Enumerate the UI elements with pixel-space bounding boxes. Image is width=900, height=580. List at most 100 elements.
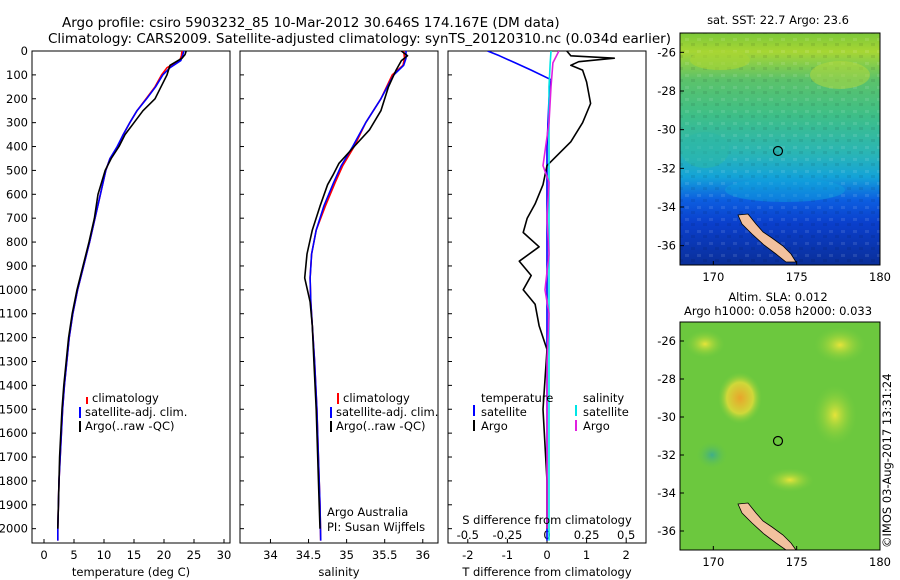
x-tick-label: 25 (187, 548, 202, 562)
sst-cool-patch (725, 178, 845, 202)
lon-tick-label: 170 (702, 555, 724, 569)
temperature-xlabel: temperature (deg C) (72, 565, 190, 579)
depth-tick-label: 700 (6, 211, 28, 225)
temperature-x-ticks: 0 5 10 15 20 25 30 (40, 539, 231, 562)
salinity-legend: climatology satellite-adj. clim. Argo(..… (327, 391, 438, 534)
x-tick-label: 34 (263, 548, 278, 562)
depth-tick-label: 1000 (0, 283, 28, 297)
sla-high-anomaly (685, 330, 725, 358)
lat-tick-label: -30 (657, 410, 676, 424)
sla-map: 170 175 180 -26 -28 -30 -32 -34 -36 (657, 321, 891, 569)
sst-map-frame (679, 32, 881, 266)
lat-tick-label: -28 (657, 84, 676, 98)
lat-tick-label: -36 (657, 524, 676, 538)
x-tick-label: 2 (623, 548, 630, 562)
x-tick-label: -2 (462, 548, 473, 562)
salinity-series (303, 51, 409, 541)
lon-tick-label: 175 (786, 555, 808, 569)
series-line-argo-raw-qc (57, 51, 187, 529)
sla-high-anomaly (814, 327, 866, 363)
x-tick-label: -1 (502, 548, 513, 562)
x-tick-label: 30 (217, 548, 232, 562)
t-difference-xlabel: T difference from climatology (461, 565, 632, 579)
series-line-satellite-adj-clim (56, 51, 185, 541)
annotation-pi: PI: Susan Wijffels (327, 520, 425, 534)
lon-tick-label: 170 (702, 270, 724, 284)
x-tick-label: 35.5 (372, 548, 398, 562)
sla-map-frame (679, 321, 881, 551)
t-difference-x-ticks: -2 -1 0 1 2 (462, 539, 630, 562)
annotation-argo-australia: Argo Australia (327, 505, 408, 519)
x-tick-label: 20 (157, 548, 172, 562)
series-line-salinity-argo (542, 51, 560, 529)
depth-tick-label: 1900 (0, 498, 28, 512)
depth-tick-label: 1300 (0, 354, 28, 368)
depth-tick-label: 800 (6, 235, 28, 249)
x-tick-label: 5 (70, 548, 77, 562)
difference-series (487, 51, 616, 541)
lon-tick-label: 180 (869, 270, 891, 284)
depth-tick-label: 1800 (0, 474, 28, 488)
legend-label-satellite: satellite-adj. clim. (85, 405, 187, 419)
new-zealand-land (737, 213, 797, 263)
sst-map-title: sat. SST: 22.7 Argo: 23.6 (707, 13, 849, 27)
depth-tick-label: 600 (6, 187, 28, 201)
legend-header-temperature: temperature (481, 391, 553, 405)
x-tick-label: 34.5 (296, 548, 322, 562)
legend-label-climatology: climatology (92, 391, 159, 405)
depth-tick-label: 1500 (0, 402, 28, 416)
x-tick-label: 0 (40, 548, 47, 562)
s-diff-tick-label: -0.25 (493, 528, 523, 542)
legend-label-t-satellite: satellite (481, 405, 527, 419)
legend-label-satellite: satellite-adj. clim. (336, 405, 438, 419)
lat-tick-label: -32 (657, 161, 676, 175)
series-line-temperature-argo (518, 51, 616, 529)
depth-tick-label: 900 (6, 259, 28, 273)
difference-legend: temperature salinity satellite Argo sate… (473, 391, 629, 433)
salinity-xlabel: salinity (318, 565, 359, 579)
depth-tick-label: 1700 (0, 450, 28, 464)
salinity-axes-frame (239, 50, 439, 544)
new-zealand-land (737, 502, 797, 551)
depth-tick-label: 1600 (0, 426, 28, 440)
temperature-series (56, 51, 187, 541)
argo-float-marker (772, 435, 784, 447)
depth-tick-label: 300 (6, 116, 28, 130)
series-line-climatology (309, 51, 406, 541)
legend-label-climatology: climatology (343, 391, 410, 405)
x-tick-label: 35 (339, 548, 354, 562)
sla-map-ticks: 170 175 180 -26 -28 -30 -32 -34 -36 (657, 334, 891, 569)
series-line-argo-raw-qc (303, 51, 409, 529)
argo-float-marker (772, 145, 784, 157)
sla-high-anomaly (718, 372, 762, 424)
figure-title-line2: Climatology: CARS2009. Satellite-adjuste… (48, 31, 671, 47)
s-difference-x-ticks: -0.5 -0.25 0 0.25 0.5 (457, 528, 636, 542)
depth-tick-label: 100 (6, 68, 28, 82)
s-diff-tick-label: -0.5 (457, 528, 479, 542)
legend-label-argo: Argo(..raw -QC) (336, 419, 426, 433)
depth-tick-label: 1400 (0, 378, 28, 392)
legend-label-s-satellite: satellite (583, 405, 629, 419)
series-line-temperature-satellite (487, 51, 552, 541)
sla-map-title-line2: Argo h1000: 0.058 h2000: 0.033 (684, 304, 872, 318)
lat-tick-label: -26 (657, 45, 676, 59)
legend-label-s-argo: Argo (583, 419, 610, 433)
depth-axis-ticks: 0 100 200 300 400 500 600 700 800 900 1000 1100 1200… (0, 44, 452, 536)
depth-tick-label: 1100 (0, 307, 28, 321)
x-tick-label: 1 (583, 548, 590, 562)
lat-tick-label: -26 (657, 334, 676, 348)
sla-high-anomaly (766, 468, 814, 492)
lat-tick-label: -36 (657, 239, 676, 253)
lat-tick-label: -32 (657, 448, 676, 462)
series-line-satellite-adj-clim (309, 51, 407, 541)
x-tick-label: 0 (543, 548, 550, 562)
depth-tick-label: 2000 (0, 522, 28, 536)
s-diff-tick-label: 0.25 (574, 528, 600, 542)
temperature-legend: climatology satellite-adj. clim. Argo(..… (79, 391, 187, 433)
s-diff-tick-label: 0.5 (617, 528, 635, 542)
lat-tick-label: -28 (657, 372, 676, 386)
sst-warm-patch (810, 61, 870, 89)
lat-tick-label: -34 (657, 200, 676, 214)
x-tick-label: 36 (415, 548, 430, 562)
